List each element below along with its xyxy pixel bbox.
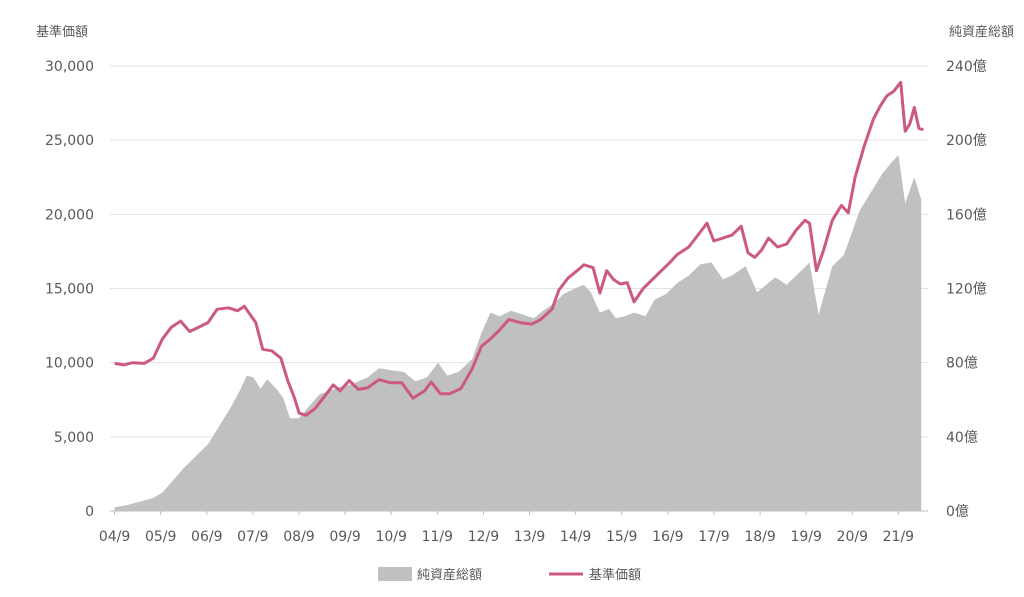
x-tick-label: 17/9 [698,529,729,545]
left-tick-label: 0 [85,504,94,520]
right-tick-label: 0億 [946,504,969,520]
x-tick-label: 09/9 [329,529,360,545]
legend-label-net-assets: 純資産総額 [417,567,482,583]
left-axis-ticks: 30,000 25,000 20,000 15,000 10,000 5,000 0 [45,59,94,520]
x-tick-label: 19/9 [790,529,821,545]
x-tick-label: 18/9 [744,529,775,545]
x-tick-label: 06/9 [191,529,222,545]
left-tick-label: 30,000 [45,59,94,75]
legend: 純資産総額 基準価額 [378,567,641,583]
x-tick-label: 10/9 [375,529,406,545]
right-axis-title: 純資産総額 [949,24,1014,40]
x-tick-label: 20/9 [837,529,868,545]
x-tick-label: 15/9 [606,529,637,545]
left-tick-label: 15,000 [45,282,94,298]
x-tick-label: 21/9 [883,529,914,545]
x-tick-label: 04/9 [99,529,130,545]
left-tick-label: 25,000 [45,133,94,149]
net-assets-area [114,155,922,511]
right-tick-label: 80億 [946,356,978,372]
left-tick-label: 5,000 [54,430,94,446]
legend-swatch-net-assets [378,567,412,581]
net-assets-area-layer [114,155,922,511]
x-tick-label: 16/9 [652,529,683,545]
x-tick-label: 05/9 [145,529,176,545]
right-tick-label: 200億 [946,133,987,149]
nav-line [114,80,924,417]
x-tick-label: 08/9 [283,529,314,545]
left-tick-label: 20,000 [45,207,94,223]
legend-item-nav: 基準価額 [549,567,641,583]
x-tick-label: 11/9 [422,529,453,545]
legend-label-nav: 基準価額 [589,567,641,583]
right-tick-label: 120億 [946,282,987,298]
left-axis-title: 基準価額 [36,24,88,40]
left-tick-label: 10,000 [45,356,94,372]
x-tick-label: 13/9 [514,529,545,545]
right-tick-label: 40億 [946,430,978,446]
right-tick-label: 240億 [946,59,987,75]
x-tick-label: 07/9 [237,529,268,545]
x-tick-label: 12/9 [468,529,499,545]
legend-item-net-assets: 純資産総額 [378,567,482,583]
x-tick-label: 14/9 [560,529,591,545]
x-axis-ticks: 04/9 05/9 06/9 07/9 08/9 09/9 10/9 11/9 12/9 13/9… [99,511,914,545]
right-tick-label: 160億 [946,207,987,223]
right-axis-ticks: 240億 200億 160億 120億 80億 40億 0億 [946,59,987,520]
nav-line-layer [114,80,924,417]
